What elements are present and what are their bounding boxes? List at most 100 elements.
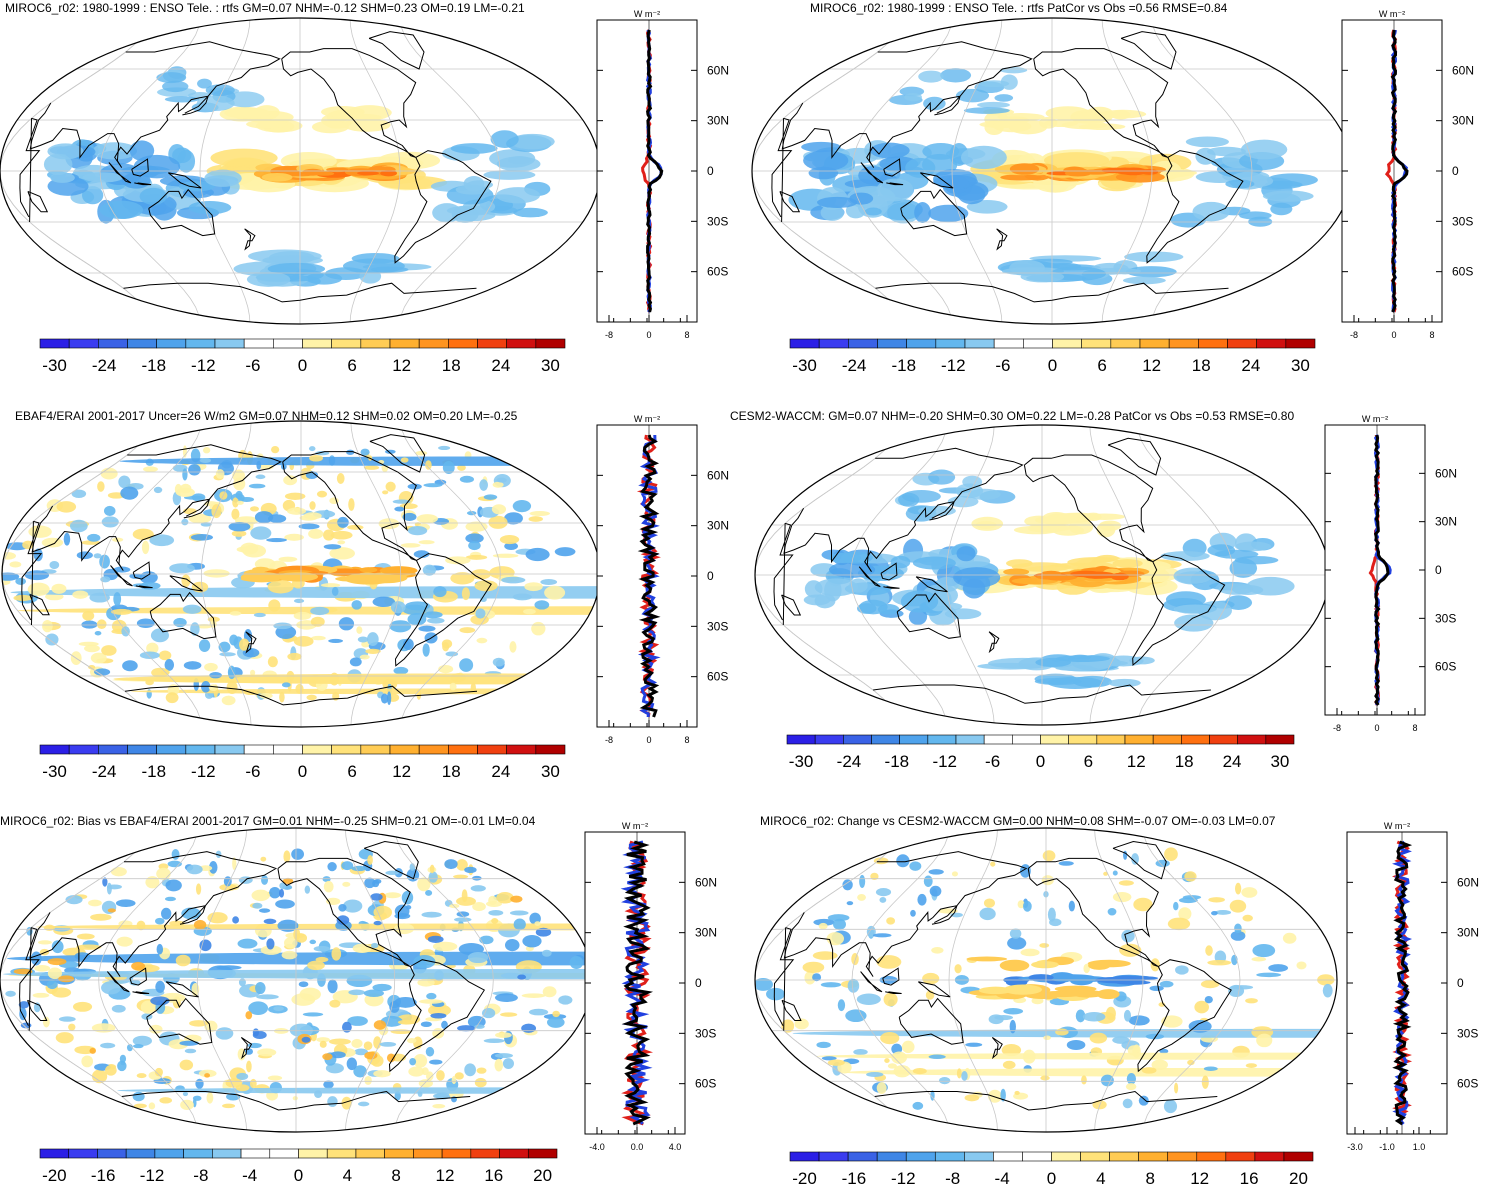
colorbar xyxy=(39,1148,558,1159)
lat-tick-label: 60N xyxy=(695,875,717,889)
colorbar-label: -8 xyxy=(193,1166,208,1185)
profile-x-tick: -3.0 xyxy=(1347,1142,1363,1152)
colorbar-label: 18 xyxy=(442,356,461,375)
profile-unit: W m⁻² xyxy=(634,9,660,19)
coastlines xyxy=(773,437,1226,704)
zonal-profile: W m⁻² 60N 30N 0 30S 60S -3.0 -1.0 1.0 xyxy=(1346,821,1479,1152)
profile-x-tick: 8 xyxy=(684,735,689,745)
colorbar-label: 24 xyxy=(491,356,510,375)
colorbar-label: 24 xyxy=(1223,752,1242,771)
lat-tick-label: 30N xyxy=(695,926,717,940)
panel-title: MIROC6_r02: 1980-1999 : ENSO Tele. : rtf… xyxy=(5,1,525,15)
map-svg: -20 -16 -12 -8 -4 0 4 8 12 16 20 W m⁻² 60N 30N 0 30S 60S… xyxy=(754,821,1479,1186)
colorbar-label: 6 xyxy=(347,762,356,781)
colorbar-label: 20 xyxy=(1289,1169,1308,1186)
map-field xyxy=(2,421,600,727)
coastlines xyxy=(19,31,492,303)
zonal-profile: W m⁻² 60N 30N 0 30S 60S -8 0 8 xyxy=(1324,414,1457,733)
map-svg: -20 -16 -12 -8 -4 0 4 8 12 16 20 W m⁻² 60N 30N 0 30S 60S… xyxy=(0,821,717,1185)
panel-title: CESM2-WACCM: GM=0.07 NHM=-0.20 SHM=0.30 … xyxy=(730,409,1295,423)
profile-curve xyxy=(621,840,654,1126)
lat-tick-label: 60N xyxy=(707,468,729,482)
profile-x-tick: 0 xyxy=(1391,330,1396,340)
panel-1: MIROC6_r02: 1980-1999 : ENSO Tele. : rtf… xyxy=(0,0,745,395)
panel-title: MIROC6_r02: Change vs CESM2-WACCM GM=0.0… xyxy=(760,814,1276,828)
colorbar-label: -12 xyxy=(891,1169,916,1186)
lat-tick-label: 30S xyxy=(1457,1026,1478,1040)
lat-tick-label: 60S xyxy=(707,670,728,684)
lat-tick-label: 60N xyxy=(707,63,729,77)
colorbar-labels: -30 -24 -18 -12 -6 0 6 12 18 24 30 xyxy=(789,752,1290,771)
colorbar-label: 24 xyxy=(1241,356,1260,375)
profile-x-tick: 1.0 xyxy=(1413,1142,1426,1152)
colorbar xyxy=(786,734,1295,745)
profile-curve xyxy=(1390,29,1409,313)
profile-curve xyxy=(1373,434,1390,706)
lat-tick-label: 60S xyxy=(1452,265,1473,279)
coastlines xyxy=(773,840,1232,1111)
colorbar-label: 30 xyxy=(1270,752,1289,771)
panel-2: MIROC6_r02: 1980-1999 : ENSO Tele. : rtf… xyxy=(745,0,1489,395)
colorbar-label: -30 xyxy=(789,752,814,771)
profile-unit: W m⁻² xyxy=(1384,821,1410,831)
colorbar-label: -6 xyxy=(995,356,1010,375)
map-field xyxy=(752,18,1352,324)
profile-unit: W m⁻² xyxy=(634,414,660,424)
colorbar-label: 0 xyxy=(294,1166,303,1185)
colorbar-label: 18 xyxy=(1192,356,1211,375)
lat-tick-label: 60N xyxy=(1435,466,1457,480)
colorbar-label: -16 xyxy=(91,1166,116,1185)
profile-curve xyxy=(646,29,664,313)
colorbar-label: 30 xyxy=(541,762,560,781)
colorbar-label: -24 xyxy=(92,356,117,375)
lat-tick-label: 30N xyxy=(1435,515,1457,529)
colorbar-label: 4 xyxy=(1096,1169,1105,1186)
profile-x-tick: 0 xyxy=(1374,723,1379,733)
colorbar-label: 6 xyxy=(347,356,356,375)
colorbar xyxy=(39,338,566,349)
colorbar-label: 30 xyxy=(541,356,560,375)
panel-title: EBAF4/ERAI 2001-2017 Uncer=26 W/m2 GM=0.… xyxy=(15,409,518,423)
colorbar-label: 6 xyxy=(1084,752,1093,771)
colorbar-label: -18 xyxy=(885,752,910,771)
profile-x-tick: -8 xyxy=(1333,723,1341,733)
zonal-profile: W m⁻² 60N 30N 0 30S 60S -4.0 0.0 4.0 xyxy=(584,821,717,1152)
colorbar-label: 0 xyxy=(298,356,307,375)
lat-tick-label: 60S xyxy=(707,265,728,279)
colorbar-label: -30 xyxy=(792,356,817,375)
colorbar-label: -12 xyxy=(932,752,957,771)
lat-tick-label: 60S xyxy=(1457,1077,1478,1091)
map-svg: -30 -24 -18 -12 -6 0 6 12 18 24 30 W m⁻² 60N 30N 0 30S 6… xyxy=(754,414,1457,771)
lat-tick-label: 0 xyxy=(1452,164,1459,178)
profile-x-tick: 8 xyxy=(1412,723,1417,733)
colorbar-label: 20 xyxy=(533,1166,552,1185)
colorbar-label: -30 xyxy=(42,762,67,781)
colorbar-label: -4 xyxy=(242,1166,257,1185)
profile-x-tick: 4.0 xyxy=(669,1142,682,1152)
profile-x-tick: -8 xyxy=(1350,330,1358,340)
lat-tick-label: 60S xyxy=(1435,660,1456,674)
colorbar-label: -16 xyxy=(842,1169,867,1186)
lat-tick-label: 0 xyxy=(1457,976,1464,990)
colorbar-label: 0 xyxy=(1048,356,1057,375)
colorbar-label: -4 xyxy=(995,1169,1010,1186)
panel-3: EBAF4/ERAI 2001-2017 Uncer=26 W/m2 GM=0.… xyxy=(0,395,745,790)
colorbar-label: -20 xyxy=(792,1169,817,1186)
colorbar-labels: -30 -24 -18 -12 -6 0 6 12 18 24 30 xyxy=(42,762,560,781)
colorbar-label: -12 xyxy=(140,1166,165,1185)
zonal-profile: W m⁻² 60N 30N 0 30S 60S -8 0 8 xyxy=(1341,9,1474,340)
colorbar-label: 12 xyxy=(1127,752,1146,771)
profile-x-tick: -8 xyxy=(605,330,613,340)
lat-tick-label: 0 xyxy=(695,976,702,990)
graticule xyxy=(755,828,1337,1132)
lat-tick-label: 30S xyxy=(707,619,728,633)
colorbar xyxy=(789,1151,1314,1162)
panel-4: CESM2-WACCM: GM=0.07 NHM=-0.20 SHM=0.30 … xyxy=(730,395,1489,790)
lat-tick-label: 60N xyxy=(1452,63,1474,77)
graticule xyxy=(2,421,600,727)
colorbar xyxy=(789,338,1316,349)
map-border xyxy=(754,827,1338,1133)
colorbar-labels: -20 -16 -12 -8 -4 0 4 8 12 16 20 xyxy=(42,1166,552,1185)
map-field xyxy=(0,828,592,1132)
colorbar-label: -30 xyxy=(42,356,67,375)
